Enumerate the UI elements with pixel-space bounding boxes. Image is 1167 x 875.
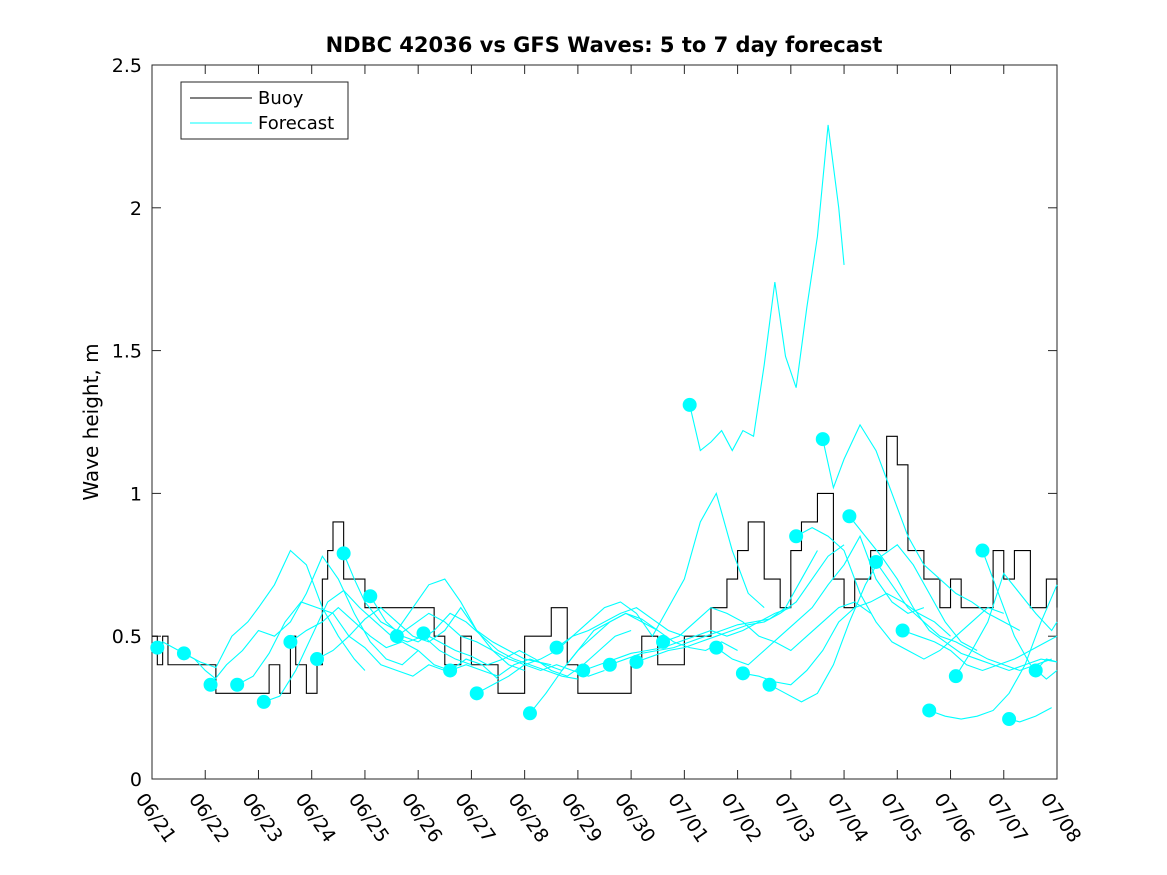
forecast-series-line bbox=[848, 515, 1058, 672]
forecast-start-marker bbox=[416, 626, 431, 641]
forecast-series-line bbox=[769, 544, 978, 703]
y-tick-label: 1 bbox=[130, 483, 142, 505]
forecast-series-line bbox=[529, 612, 738, 714]
forecast-series-line bbox=[689, 124, 845, 452]
forecast-series-line bbox=[556, 491, 765, 649]
forecast-start-marker bbox=[762, 677, 777, 692]
legend-entry-label: Buoy bbox=[258, 88, 304, 109]
forecast-start-marker bbox=[1028, 663, 1043, 678]
forecast-start-marker bbox=[576, 663, 591, 678]
buoy-series-line bbox=[152, 435, 1058, 694]
y-tick-label: 2.5 bbox=[112, 55, 142, 77]
y-axis-label: Wave height, m bbox=[79, 343, 103, 500]
forecast-series-line bbox=[715, 534, 925, 666]
y-tick-label: 1.5 bbox=[112, 341, 142, 363]
forecast-series-line bbox=[981, 550, 1058, 680]
forecast-start-marker bbox=[176, 646, 191, 661]
forecast-start-marker bbox=[256, 694, 271, 709]
forecast-start-marker bbox=[310, 652, 325, 667]
forecast-start-marker bbox=[549, 640, 564, 655]
forecast-start-marker bbox=[203, 677, 218, 692]
y-tick-label: 2 bbox=[130, 198, 142, 220]
forecast-start-marker bbox=[922, 703, 937, 718]
forecast-series-line bbox=[183, 549, 366, 671]
forecast-series-line bbox=[609, 550, 818, 666]
forecast-series-line bbox=[423, 629, 632, 677]
forecast-series-line bbox=[210, 555, 419, 686]
forecast-start-marker bbox=[656, 634, 671, 649]
forecast-series-line bbox=[236, 601, 445, 686]
forecast-start-marker bbox=[602, 657, 617, 672]
legend-entry-label: Forecast bbox=[258, 113, 334, 134]
forecast-start-marker bbox=[629, 654, 644, 669]
forecast-start-marker bbox=[975, 543, 990, 558]
forecast-series-line bbox=[795, 527, 1004, 660]
forecast-series-line bbox=[662, 601, 871, 652]
forecast-start-marker bbox=[230, 677, 245, 692]
forecast-start-marker bbox=[948, 669, 963, 684]
legend: Buoy Forecast bbox=[180, 81, 349, 140]
forecast-start-marker bbox=[389, 629, 404, 644]
forecast-series-line bbox=[263, 589, 472, 703]
forecast-start-marker bbox=[789, 529, 804, 544]
forecast-series-line bbox=[822, 423, 1020, 631]
forecast-series-line bbox=[955, 572, 1058, 677]
forecast-start-marker bbox=[283, 634, 298, 649]
forecast-series-line bbox=[636, 544, 845, 663]
legend-box bbox=[180, 81, 349, 140]
forecast-start-marker bbox=[895, 623, 910, 638]
forecast-start-marker bbox=[443, 663, 458, 678]
forecast-series-line bbox=[290, 606, 499, 680]
forecast-series-line bbox=[902, 629, 1058, 672]
axes-box bbox=[151, 64, 1058, 780]
forecast-series-line bbox=[476, 607, 685, 694]
forecast-start-marker bbox=[815, 432, 830, 447]
forecast-start-marker bbox=[336, 546, 351, 561]
forecast-start-marker bbox=[842, 509, 857, 524]
forecast-start-marker bbox=[869, 554, 883, 569]
forecast-start-marker bbox=[682, 397, 697, 412]
chart-title: NDBC 42036 vs GFS Waves: 5 to 7 day fore… bbox=[326, 33, 883, 57]
forecast-start-marker bbox=[150, 640, 165, 655]
forecast-series-line bbox=[396, 612, 605, 677]
forecast-series-line bbox=[929, 584, 1058, 720]
y-tick-label: 0.5 bbox=[112, 626, 142, 648]
forecast-series-line bbox=[343, 553, 552, 666]
forecast-start-marker bbox=[363, 589, 378, 604]
forecast-start-marker bbox=[735, 666, 750, 681]
forecast-start-marker bbox=[522, 706, 537, 721]
forecast-start-marker bbox=[709, 640, 724, 655]
forecast-start-marker bbox=[1002, 712, 1017, 727]
forecast-start-marker bbox=[469, 686, 484, 701]
y-tick-label: 0 bbox=[130, 769, 142, 791]
